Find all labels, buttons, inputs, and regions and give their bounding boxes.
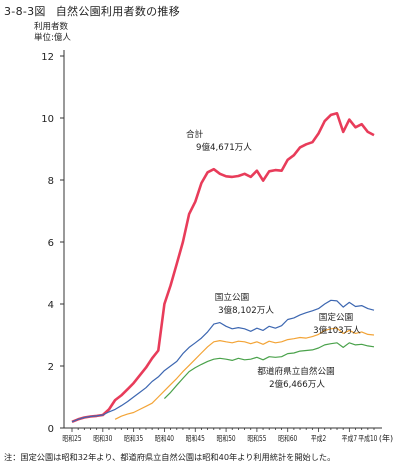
- y-tick-label: 6: [48, 238, 54, 249]
- series-annotation-national: 国立公園: [215, 291, 249, 303]
- figure-title: 3-8-3図 自然公園利用者数の推移: [4, 3, 180, 19]
- footnote: 注：国定公園は昭和32年より、都道府県立自然公園は昭和40年より利用統計を開始し…: [4, 452, 336, 462]
- x-tick-label: 平成10: [358, 433, 377, 443]
- series-line-quasi_national: [114, 327, 375, 420]
- series-line-prefectural: [163, 342, 375, 400]
- series-line-total: [71, 112, 375, 424]
- series-annotation-prefectural: 2億6,466万人: [269, 378, 325, 390]
- y-tick-label: 2: [48, 362, 54, 373]
- series-annotation-quasi_national: 国定公園: [319, 311, 353, 323]
- series-annotation-prefectural: 都道府県立自然公園: [257, 365, 334, 377]
- y-unit-line-1: 利用者数: [34, 22, 69, 32]
- series-line-national: [71, 299, 375, 423]
- figure-number: 3-8-3図: [4, 5, 46, 18]
- series-annotation-total: 合計: [186, 128, 204, 140]
- x-tick-label: 昭和60: [278, 433, 297, 443]
- x-tick-label: 平成7: [342, 433, 357, 443]
- y-tick-label: 12: [41, 52, 54, 63]
- x-tick-label: 昭和35: [124, 433, 143, 443]
- y-tick-label: 0: [48, 424, 54, 435]
- y-tick-label: 8: [48, 176, 54, 187]
- series-annotation-total: 9億4,671万人: [196, 141, 252, 153]
- y-tick-label: 4: [48, 300, 54, 311]
- figure-title-text: 自然公園利用者数の推移: [55, 5, 181, 18]
- x-tick-label: 昭和25: [62, 433, 81, 443]
- x-tick-label: 平成2: [311, 433, 326, 443]
- y-axis-unit-label: 利用者数 単位:億人: [34, 22, 71, 44]
- x-tick-label: 昭和50: [217, 433, 236, 443]
- x-tick-label: 昭和40: [155, 433, 174, 443]
- series-annotation-national: 3億8,102万人: [218, 304, 274, 316]
- y-tick-label: 10: [41, 114, 54, 125]
- series-annotation-quasi_national: 3億103万人: [313, 324, 361, 336]
- x-tick-label: 昭和45: [186, 433, 205, 443]
- x-tick-label: 昭和30: [93, 433, 112, 443]
- y-unit-line-2: 単位:億人: [34, 33, 71, 43]
- x-tick-label: 昭和55: [247, 433, 266, 443]
- x-axis-title: (年): [379, 433, 393, 443]
